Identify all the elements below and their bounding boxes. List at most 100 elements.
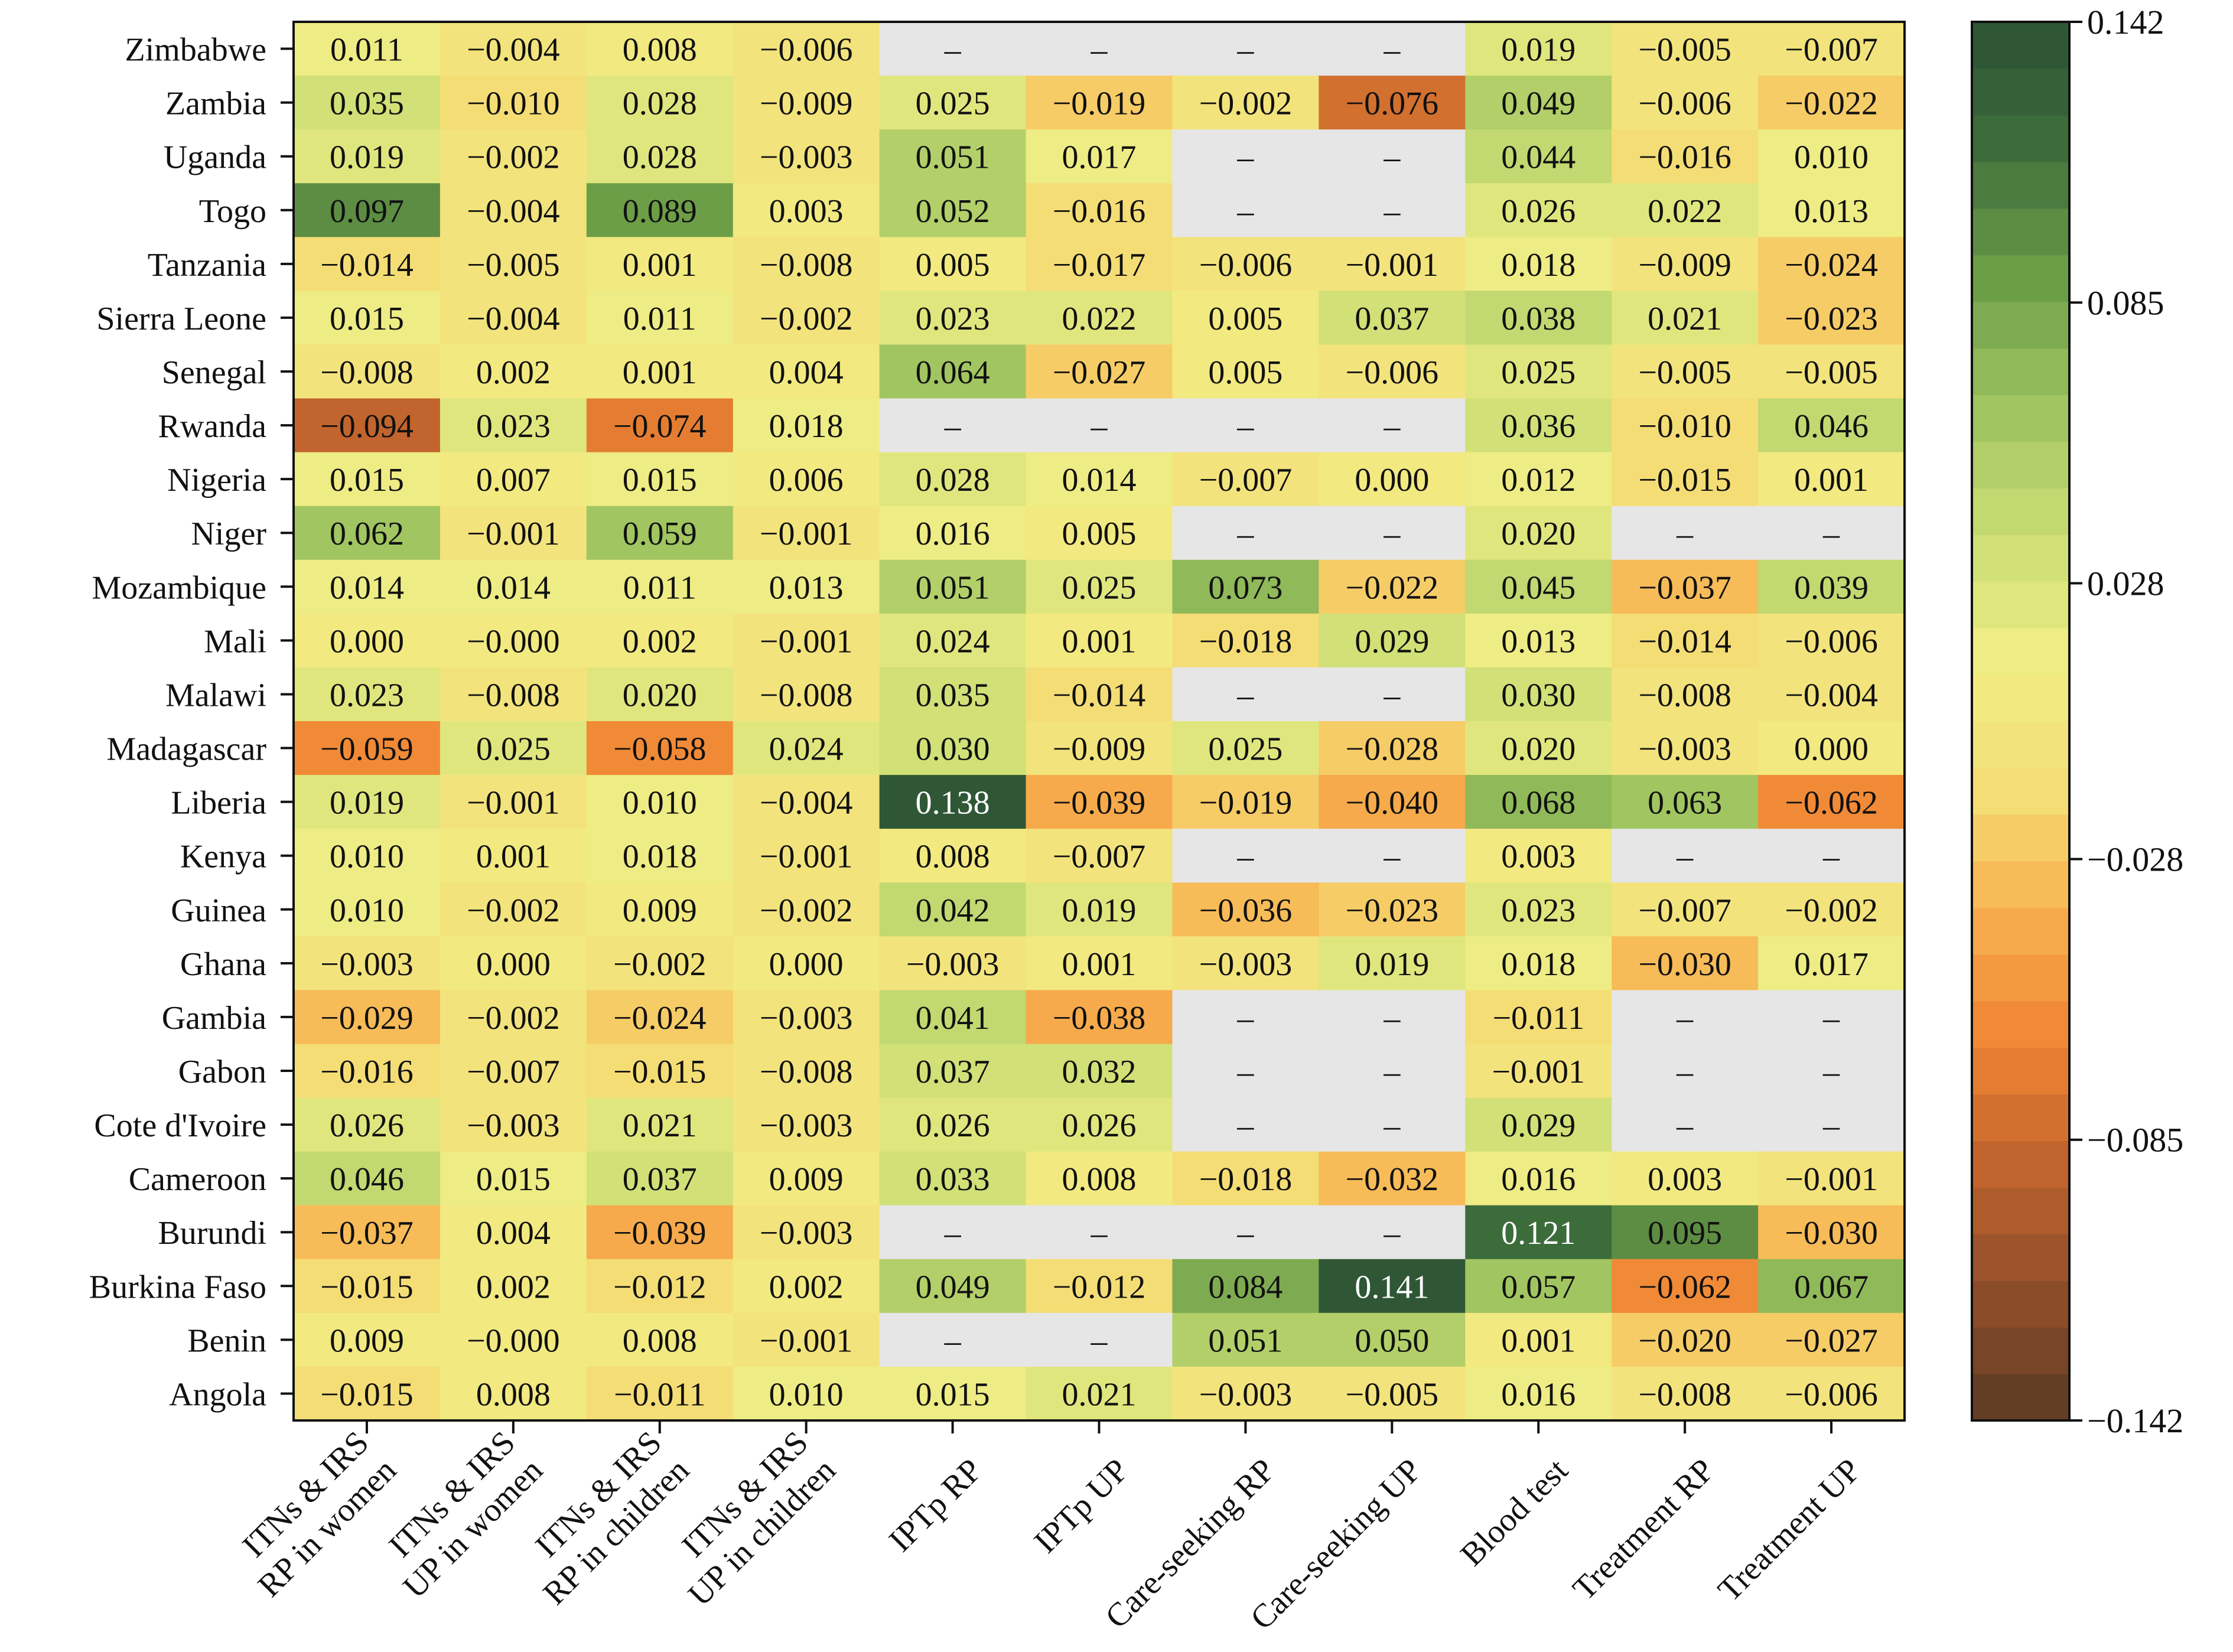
heatmap-cell xyxy=(1465,775,1612,829)
heatmap-cell xyxy=(1026,990,1173,1045)
heatmap-cell xyxy=(733,183,880,237)
cell-value-label: 0.004 xyxy=(769,354,844,391)
heatmap-cell xyxy=(586,829,734,883)
heatmap-cell xyxy=(440,559,587,614)
row-label: Ghana xyxy=(180,946,266,983)
cell-value-label: 0.014 xyxy=(330,569,404,606)
cell-value-label: – xyxy=(1383,677,1401,713)
cell-value-label: 0.014 xyxy=(1062,462,1137,498)
cell-value-label: −0.008 xyxy=(760,1054,853,1090)
cell-value-label: 0.015 xyxy=(476,1161,551,1198)
cell-value-label: −0.000 xyxy=(467,623,560,660)
row-label: Mali xyxy=(204,623,266,660)
heatmap-cell xyxy=(1758,452,1905,507)
cell-value-label: −0.003 xyxy=(1638,731,1731,768)
cell-value-label: 0.057 xyxy=(1501,1269,1576,1305)
heatmap-cell xyxy=(440,721,587,776)
heatmap-cell xyxy=(1612,990,1759,1045)
cell-value-label: – xyxy=(1822,1107,1840,1144)
cell-value-label: 0.039 xyxy=(1794,569,1869,606)
cell-value-label: 0.050 xyxy=(1355,1322,1429,1359)
heatmap-cell xyxy=(733,1259,880,1314)
colorbar-tick-label: 0.028 xyxy=(2087,565,2164,603)
cell-value-label: – xyxy=(944,408,962,445)
heatmap-cell xyxy=(1319,1097,1466,1152)
heatmap-cell xyxy=(1319,1259,1466,1314)
heatmap-cell xyxy=(1612,76,1759,130)
cell-value-label: – xyxy=(1236,839,1254,875)
heatmap-cell xyxy=(1319,775,1466,829)
cell-value-label: −0.003 xyxy=(906,946,1000,983)
cell-value-label: −0.006 xyxy=(1638,86,1731,122)
heatmap-cell xyxy=(1319,237,1466,291)
cell-value-label: −0.022 xyxy=(1785,86,1878,122)
heatmap-cell xyxy=(1172,398,1319,453)
cell-value-label: 0.026 xyxy=(916,1107,990,1144)
colorbar-segment xyxy=(1972,767,2069,815)
cell-value-label: 0.059 xyxy=(623,516,697,552)
heatmap-cell xyxy=(1172,1366,1319,1421)
heatmap-cell xyxy=(879,775,1027,829)
cell-value-label: 0.023 xyxy=(476,408,551,445)
cell-value-label: −0.015 xyxy=(1638,462,1731,498)
colorbar-segment xyxy=(1972,255,2069,302)
cell-value-label: 0.029 xyxy=(1355,623,1429,660)
cell-value-label: 0.017 xyxy=(1794,946,1869,983)
cell-value-label: – xyxy=(1236,1000,1254,1037)
heatmap-cell xyxy=(1172,237,1319,291)
colorbar-segment xyxy=(1972,1374,2069,1421)
heatmap-cell xyxy=(1465,882,1612,937)
heatmap-cell xyxy=(1758,183,1905,237)
row-label: Tanzania xyxy=(148,247,266,284)
cell-value-label: 0.028 xyxy=(623,139,697,176)
cell-value-label: 0.016 xyxy=(916,516,990,552)
cell-value-label: −0.040 xyxy=(1346,785,1439,822)
cell-value-label: 0.011 xyxy=(623,301,696,337)
cell-value-label: – xyxy=(1383,839,1401,875)
heatmap-cell xyxy=(1319,1205,1466,1260)
heatmap-cell xyxy=(733,667,880,722)
cell-value-label: −0.076 xyxy=(1346,86,1439,122)
heatmap-cell xyxy=(1026,452,1173,507)
heatmap-cell xyxy=(440,506,587,561)
cell-value-label: −0.028 xyxy=(1346,731,1439,768)
colorbar-segment xyxy=(1972,1327,2069,1374)
heatmap-cell xyxy=(1612,721,1759,776)
heatmap-cell xyxy=(1319,721,1466,776)
cell-value-label: 0.009 xyxy=(769,1161,844,1198)
heatmap-cell xyxy=(1465,344,1612,399)
heatmap-cell xyxy=(1172,183,1319,237)
heatmap-cell xyxy=(586,1312,734,1367)
row-label: Gambia xyxy=(162,1000,266,1037)
cell-value-label: 0.001 xyxy=(623,354,697,391)
cell-value-label: −0.018 xyxy=(1199,1161,1293,1198)
cell-value-label: −0.074 xyxy=(613,408,707,445)
cell-value-label: −0.007 xyxy=(467,1054,560,1090)
cell-value-label: 0.019 xyxy=(1501,32,1576,69)
colorbar-frame xyxy=(1971,21,2071,1422)
heatmap-cell xyxy=(586,613,734,668)
heatmap-cell xyxy=(586,721,734,776)
heatmap-cell xyxy=(733,129,880,184)
cell-value-label: 0.020 xyxy=(1501,731,1576,768)
cell-value-label: −0.024 xyxy=(613,1000,707,1037)
cell-value-label: 0.021 xyxy=(623,1107,697,1144)
heatmap-cell xyxy=(879,1312,1027,1367)
heatmap-cell xyxy=(733,506,880,561)
cell-value-label: 0.038 xyxy=(1501,301,1576,337)
heatmap-cell xyxy=(1319,344,1466,399)
row-label: Burundi xyxy=(158,1215,266,1252)
heatmap-cell xyxy=(440,129,587,184)
column-label: Blood test xyxy=(1454,1452,1576,1573)
cell-value-label: −0.059 xyxy=(320,731,414,768)
cell-value-label: 0.035 xyxy=(330,86,404,122)
heatmap-cell xyxy=(1612,506,1759,561)
cell-value-label: −0.002 xyxy=(760,301,853,337)
row-label: Sierra Leone xyxy=(96,301,266,337)
cell-value-label: 0.028 xyxy=(623,86,697,122)
cell-value-label: 0.020 xyxy=(1501,516,1576,552)
heatmap-cell xyxy=(586,667,734,722)
cell-value-label: −0.062 xyxy=(1785,785,1878,822)
row-label: Madagascar xyxy=(106,731,266,768)
heatmap-cell xyxy=(1612,1205,1759,1260)
